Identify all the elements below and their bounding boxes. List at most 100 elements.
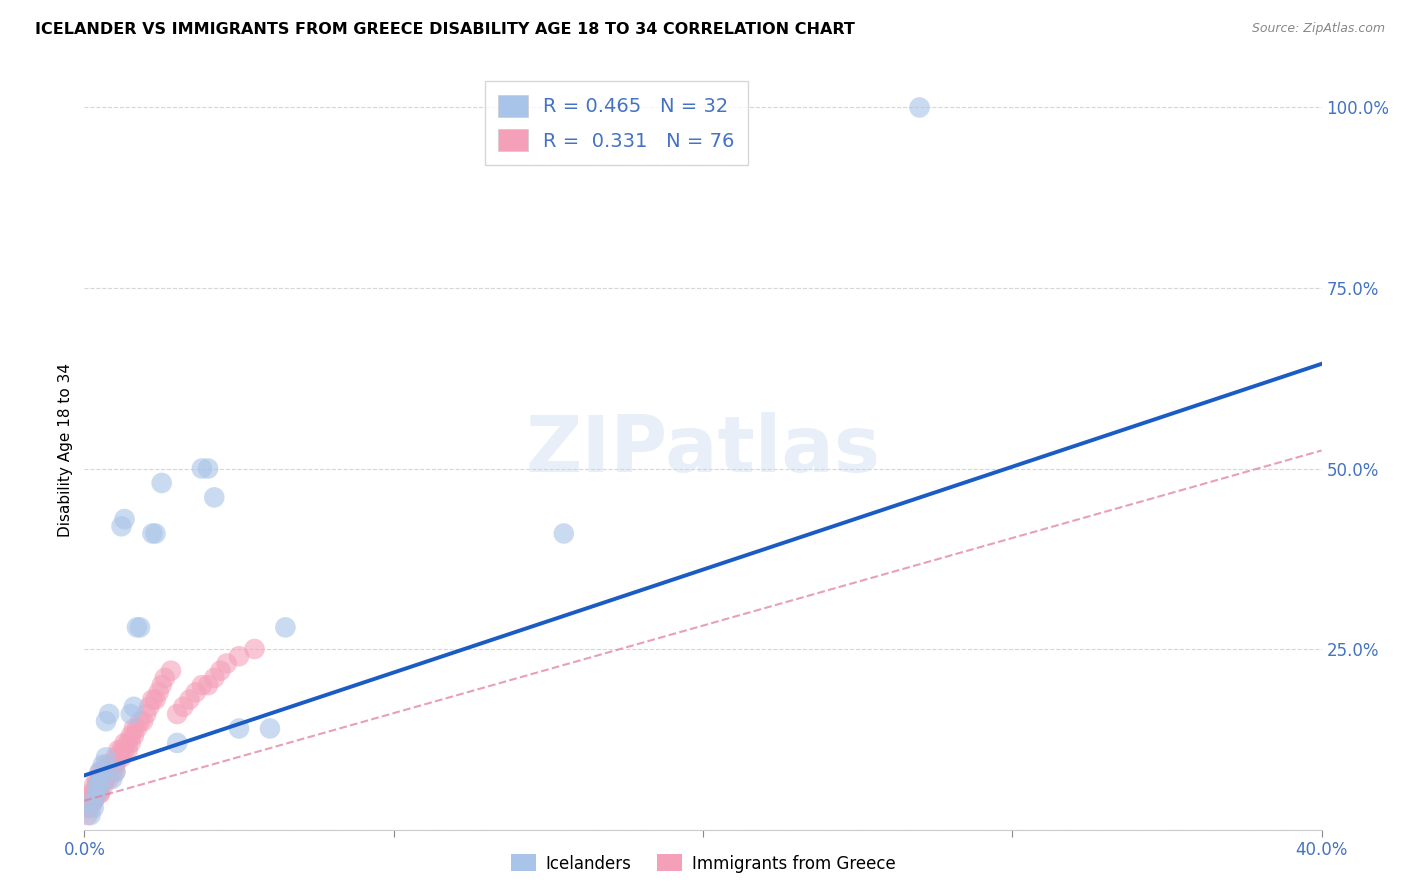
- Point: [94, 772, 117, 786]
- Point: [101, 764, 124, 779]
- Point: [191, 461, 214, 475]
- Point: [89, 772, 111, 786]
- Point: [117, 736, 139, 750]
- Point: [166, 706, 188, 721]
- Point: [129, 714, 152, 729]
- Point: [274, 620, 297, 634]
- Point: [114, 736, 136, 750]
- Point: [94, 714, 117, 729]
- Point: [83, 801, 105, 815]
- Point: [129, 620, 152, 634]
- Point: [86, 787, 108, 801]
- Point: [135, 706, 157, 721]
- Point: [228, 722, 250, 736]
- Point: [184, 685, 207, 699]
- Point: [150, 475, 173, 490]
- Point: [191, 678, 214, 692]
- Point: [89, 787, 111, 801]
- Text: Source: ZipAtlas.com: Source: ZipAtlas.com: [1251, 22, 1385, 36]
- Point: [91, 764, 114, 779]
- Point: [120, 706, 142, 721]
- Point: [79, 808, 101, 822]
- Point: [86, 772, 108, 786]
- Point: [553, 526, 575, 541]
- Point: [76, 808, 98, 822]
- Point: [117, 743, 139, 757]
- Point: [202, 491, 225, 505]
- Point: [120, 729, 142, 743]
- Point: [114, 512, 136, 526]
- Point: [160, 664, 183, 678]
- Legend: R = 0.465   N = 32, R =  0.331   N = 76: R = 0.465 N = 32, R = 0.331 N = 76: [485, 81, 748, 165]
- Point: [110, 750, 132, 764]
- Text: ICELANDER VS IMMIGRANTS FROM GREECE DISABILITY AGE 18 TO 34 CORRELATION CHART: ICELANDER VS IMMIGRANTS FROM GREECE DISA…: [35, 22, 855, 37]
- Point: [145, 526, 167, 541]
- Point: [98, 772, 121, 786]
- Point: [86, 779, 108, 793]
- Point: [107, 743, 129, 757]
- Point: [153, 671, 176, 685]
- Point: [89, 772, 111, 786]
- Point: [166, 736, 188, 750]
- Point: [228, 649, 250, 664]
- Point: [94, 757, 117, 772]
- Legend: Icelanders, Immigrants from Greece: Icelanders, Immigrants from Greece: [503, 847, 903, 880]
- Point: [94, 750, 117, 764]
- Point: [98, 764, 121, 779]
- Point: [120, 736, 142, 750]
- Point: [86, 779, 108, 793]
- Point: [110, 743, 132, 757]
- Point: [98, 757, 121, 772]
- Point: [89, 787, 111, 801]
- Point: [107, 750, 129, 764]
- Point: [83, 779, 105, 793]
- Point: [83, 787, 105, 801]
- Point: [83, 794, 105, 808]
- Point: [197, 678, 219, 692]
- Point: [122, 722, 145, 736]
- Point: [98, 706, 121, 721]
- Point: [141, 692, 163, 706]
- Point: [91, 757, 114, 772]
- Point: [150, 678, 173, 692]
- Point: [79, 787, 101, 801]
- Point: [86, 787, 108, 801]
- Point: [89, 764, 111, 779]
- Point: [122, 729, 145, 743]
- Point: [86, 779, 108, 793]
- Point: [138, 699, 160, 714]
- Text: ZIPatlas: ZIPatlas: [526, 412, 880, 489]
- Point: [908, 100, 931, 114]
- Point: [83, 787, 105, 801]
- Point: [89, 779, 111, 793]
- Point: [172, 699, 194, 714]
- Point: [132, 714, 155, 729]
- Point: [114, 743, 136, 757]
- Point: [104, 757, 127, 772]
- Point: [79, 794, 101, 808]
- Point: [104, 764, 127, 779]
- Point: [122, 699, 145, 714]
- Point: [89, 764, 111, 779]
- Point: [86, 787, 108, 801]
- Point: [79, 794, 101, 808]
- Point: [125, 722, 148, 736]
- Point: [197, 461, 219, 475]
- Point: [76, 801, 98, 815]
- Point: [89, 779, 111, 793]
- Point: [98, 764, 121, 779]
- Point: [104, 764, 127, 779]
- Point: [101, 772, 124, 786]
- Point: [89, 779, 111, 793]
- Point: [215, 657, 238, 671]
- Point: [179, 692, 201, 706]
- Point: [91, 772, 114, 786]
- Point: [259, 722, 281, 736]
- Point: [125, 620, 148, 634]
- Point: [101, 757, 124, 772]
- Y-axis label: Disability Age 18 to 34: Disability Age 18 to 34: [58, 363, 73, 538]
- Point: [104, 750, 127, 764]
- Point: [91, 772, 114, 786]
- Point: [202, 671, 225, 685]
- Point: [148, 685, 170, 699]
